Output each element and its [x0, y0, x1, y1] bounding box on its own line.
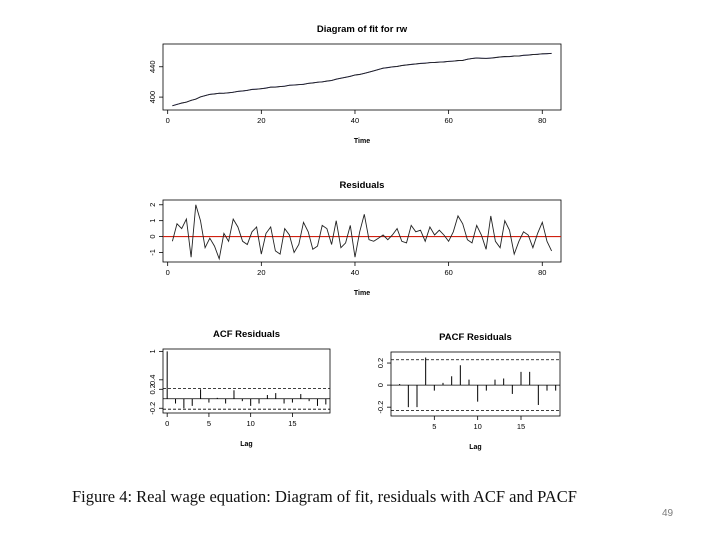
figure-4: Diagram of fit for rw0 20 40 60 80Time400440… — [148, 24, 562, 451]
residuals-x-tick-label: 40 — [351, 268, 359, 277]
residuals-title: Residuals — [340, 180, 385, 191]
fit-x-tick-label: 20 — [257, 116, 265, 125]
figure-caption: Figure 4: Real wage equation: Diagram of… — [72, 487, 577, 506]
residuals-y-tick-label: 0 — [148, 234, 157, 238]
fit-title: Diagram of fit for rw — [317, 24, 408, 35]
fit-x-tick-label: 80 — [538, 116, 546, 125]
pacf-y-tick-label: -0.2 — [376, 401, 385, 414]
fit-x-tick-label: 60 — [444, 116, 452, 125]
fit-series-1-line — [172, 53, 552, 107]
residuals-x-tick-label: 20 — [257, 268, 265, 277]
acf-x-tick-label: 5 — [207, 419, 211, 428]
acf-x-tick-label: 15 — [288, 419, 296, 428]
panel-fit: Diagram of fit for rw 0 20 40 60 80 Time 400 440 — [148, 24, 562, 145]
pacf-x-tick-label: 10 — [473, 422, 481, 431]
fit-plot-frame — [162, 43, 562, 111]
acf-y-tick-label: -0.2 — [148, 402, 157, 415]
fit-x-axis-label: Time — [354, 138, 370, 145]
residuals-y-tick-label: -1 — [148, 249, 157, 256]
residuals-plot-frame — [162, 199, 562, 263]
fit-y-tick-label: 400 — [148, 91, 157, 104]
fit-x-tick-label: 40 — [351, 116, 359, 125]
residuals-x-tick-label: 60 — [444, 268, 452, 277]
residuals-x-tick-label: 0 — [166, 268, 170, 277]
pacf-y-tick-label: 0.2 — [376, 358, 385, 368]
acf-title: ACF Residuals — [213, 329, 280, 340]
panel-pacf: PACF Residuals 5 10 15 Lag -0.2 0 0.2 — [376, 332, 561, 451]
acf-x-axis-label: Lag — [240, 441, 252, 448]
pacf-x-axis-label: Lag — [469, 444, 481, 451]
panel-residuals: Residuals 0 20 40 60 80 Time -1 0 1 2 — [148, 180, 562, 297]
pacf-x-tick-label: 5 — [432, 422, 436, 431]
pacf-x-tick-label: 15 — [517, 422, 525, 431]
acf-y-tick-label: 0.2 — [148, 384, 157, 394]
residuals-x-axis-label: Time — [354, 290, 370, 297]
residuals-y-tick-label: 1 — [148, 219, 157, 223]
pacf-plot-frame — [390, 351, 561, 417]
acf-plot-frame — [162, 348, 331, 414]
page-number: 49 — [662, 508, 674, 519]
fit-x-tick-label: 0 — [166, 116, 170, 125]
pacf-title: PACF Residuals — [439, 332, 512, 343]
pacf-y-tick-label: 0 — [376, 383, 385, 387]
acf-y-tick-label: 1 — [148, 349, 157, 353]
residuals-y-tick-label: 2 — [148, 203, 157, 207]
acf-y-tick-label: 0.4 — [148, 375, 157, 385]
fit-y-tick-label: 440 — [148, 61, 157, 74]
panel-acf: ACF Residuals 0 5 10 15 Lag -0.2 0.20.4 1 — [148, 329, 331, 448]
residuals-x-tick-label: 80 — [538, 268, 546, 277]
acf-x-tick-label: 10 — [247, 419, 255, 428]
fit-series-2-line — [172, 52, 552, 107]
acf-x-tick-label: 0 — [165, 419, 169, 428]
residuals-series-1-line — [171, 204, 553, 261]
